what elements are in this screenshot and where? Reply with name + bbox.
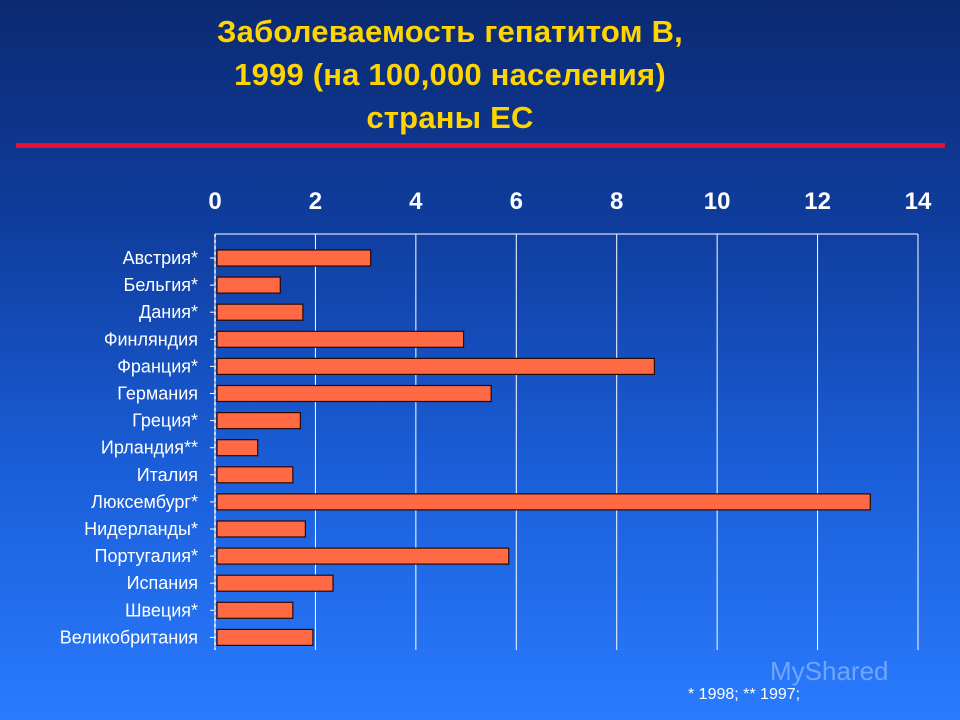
bar-14 bbox=[216, 628, 314, 647]
title-line-1: Заболеваемость гепатитом B, bbox=[217, 14, 683, 49]
bar-11 bbox=[216, 547, 510, 565]
x-tick-label-3: 6 bbox=[510, 188, 523, 215]
x-tick-label-1: 2 bbox=[309, 188, 322, 215]
category-label-3: Финляндия bbox=[104, 329, 198, 349]
bar-13 bbox=[216, 601, 294, 619]
title-line-3: страны ЕС bbox=[366, 100, 534, 135]
bar-9 bbox=[216, 493, 871, 511]
x-tick-label-4: 8 bbox=[610, 188, 623, 215]
category-label-6: Греция* bbox=[132, 411, 198, 431]
category-label-13: Швеция* bbox=[125, 600, 198, 620]
watermark: MyShared bbox=[770, 656, 889, 686]
category-label-8: Италия bbox=[137, 465, 198, 485]
x-tick-label-2: 4 bbox=[409, 188, 423, 215]
category-label-1: Бельгия* bbox=[124, 275, 198, 295]
bar-12 bbox=[216, 574, 334, 592]
x-tick-label-6: 12 bbox=[804, 188, 831, 215]
category-label-7: Ирландия** bbox=[101, 438, 198, 458]
bar-6 bbox=[216, 412, 301, 430]
category-label-10: Нидерланды* bbox=[84, 519, 198, 539]
category-label-12: Испания bbox=[127, 573, 198, 593]
bar-7 bbox=[216, 439, 259, 457]
title-line-2: 1999 (на 100,000 населения) bbox=[234, 57, 666, 92]
bar-4 bbox=[216, 357, 655, 375]
bar-1 bbox=[216, 276, 281, 294]
bar-2 bbox=[216, 303, 304, 321]
category-label-9: Люксембург* bbox=[91, 492, 198, 512]
category-label-11: Португалия* bbox=[95, 546, 199, 566]
title-divider bbox=[16, 143, 945, 148]
chart-title: Заболеваемость гепатитом B, 1999 (на 100… bbox=[0, 10, 900, 139]
footnote: * 1998; ** 1997; bbox=[688, 686, 801, 703]
bar-3 bbox=[216, 330, 465, 348]
bar-5 bbox=[216, 384, 492, 403]
bar-10 bbox=[216, 520, 306, 538]
x-tick-label-5: 10 bbox=[704, 188, 731, 215]
category-label-14: Великобритания bbox=[60, 627, 198, 647]
category-label-0: Австрия* bbox=[123, 248, 198, 268]
bar-0 bbox=[216, 249, 372, 267]
category-label-2: Дания* bbox=[139, 302, 198, 322]
x-tick-label-0: 0 bbox=[208, 188, 221, 215]
x-tick-label-7: 14 bbox=[905, 188, 932, 215]
category-label-5: Германия bbox=[117, 384, 198, 404]
bar-8 bbox=[216, 466, 294, 484]
category-label-4: Франция* bbox=[117, 356, 198, 376]
